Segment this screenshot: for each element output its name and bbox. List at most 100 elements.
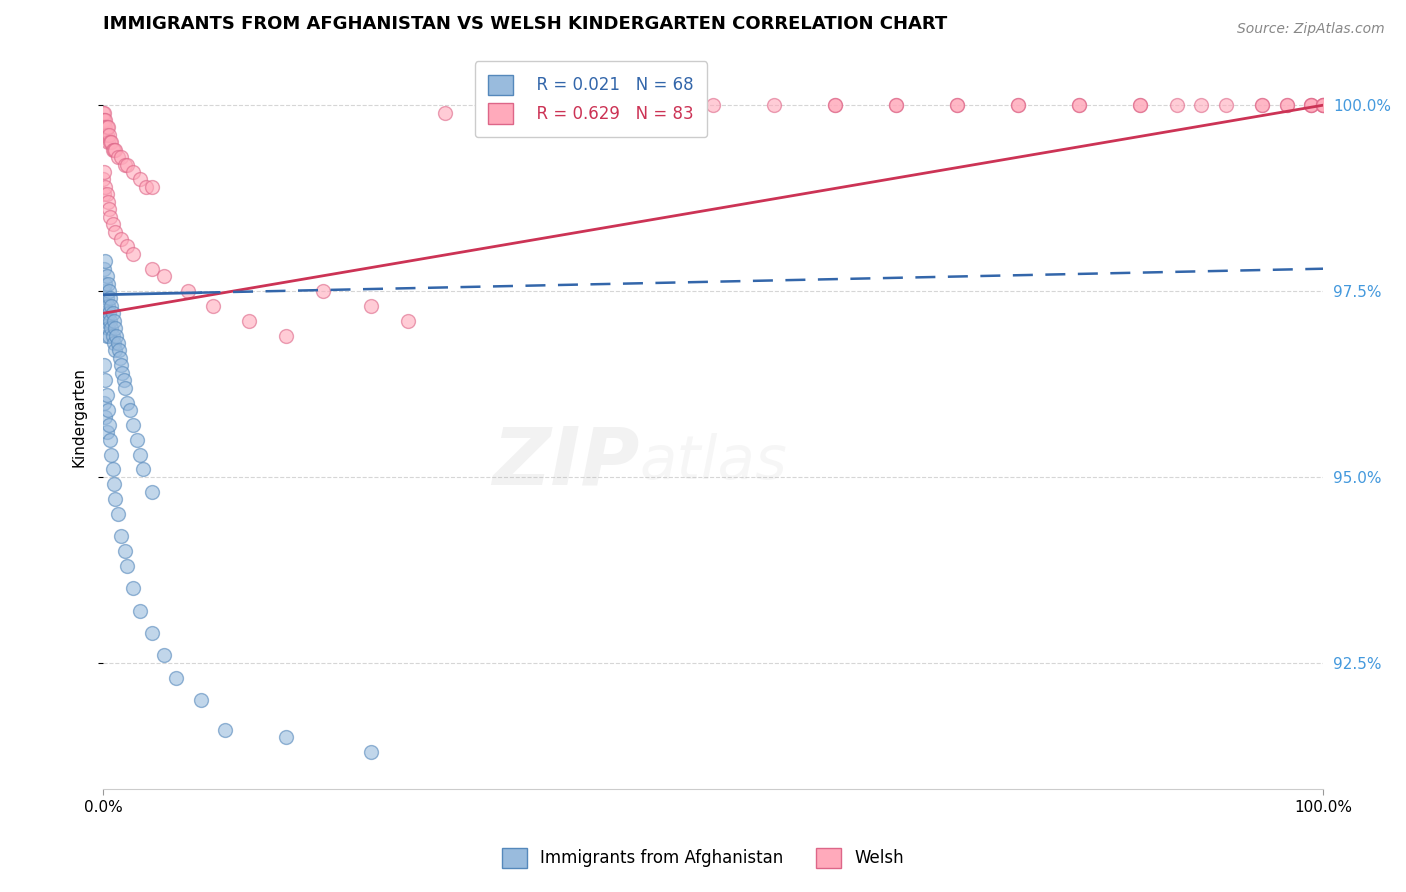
Point (93, 359, 115, 373)
Point (110, 359, 132, 373)
Point (97, 120, 120, 135)
Point (114, 544, 136, 558)
Point (93, 395, 115, 409)
Point (93, 105, 115, 120)
Point (177, 284, 200, 298)
Point (122, 417, 145, 432)
Point (1312, 98, 1334, 112)
Point (946, 98, 969, 112)
Point (94, 373, 117, 387)
Point (104, 225, 127, 239)
Point (100, 321, 122, 335)
Point (1312, 98, 1334, 112)
Point (107, 507, 129, 521)
Point (824, 98, 846, 112)
Point (141, 484, 163, 499)
Point (91, 120, 114, 135)
Point (1129, 98, 1152, 112)
Point (122, 582, 145, 596)
Point (100, 299, 122, 313)
Point (1275, 98, 1298, 112)
Point (98, 433, 121, 447)
Point (433, 105, 456, 120)
Point (141, 180, 163, 194)
Point (1251, 98, 1274, 112)
Point (1069, 98, 1091, 112)
Legend:   R = 0.021   N = 68,   R = 0.629   N = 83: R = 0.021 N = 68, R = 0.629 N = 83 (475, 62, 707, 137)
Point (103, 336, 125, 351)
Point (1275, 98, 1298, 112)
Point (107, 336, 129, 351)
Point (104, 321, 127, 335)
Point (91, 113, 114, 128)
Point (108, 351, 131, 365)
Point (132, 462, 155, 476)
Point (1251, 98, 1274, 112)
Point (97, 194, 120, 209)
Point (96, 425, 118, 440)
Point (96, 128, 118, 142)
Point (94, 254, 117, 268)
Point (110, 529, 132, 543)
Point (98, 202, 121, 217)
Point (1189, 98, 1212, 112)
Point (114, 158, 136, 172)
Point (141, 261, 163, 276)
Point (103, 314, 125, 328)
Text: atlas: atlas (640, 433, 787, 491)
Point (94, 277, 117, 291)
Point (94, 180, 117, 194)
Point (100, 136, 122, 150)
Point (112, 373, 135, 387)
Point (824, 98, 846, 112)
Point (93, 120, 115, 135)
Point (884, 98, 907, 112)
Point (98, 314, 121, 328)
Point (94, 299, 117, 313)
Point (101, 328, 124, 343)
Point (1215, 98, 1237, 112)
Point (884, 98, 907, 112)
Point (93, 128, 115, 142)
Point (1129, 98, 1152, 112)
Point (1007, 98, 1029, 112)
Point (91, 105, 114, 120)
Point (763, 98, 786, 112)
Text: IMMIGRANTS FROM AFGHANISTAN VS WELSH KINDERGARTEN CORRELATION CHART: IMMIGRANTS FROM AFGHANISTAN VS WELSH KIN… (103, 15, 948, 33)
Legend: Immigrants from Afghanistan, Welsh: Immigrants from Afghanistan, Welsh (495, 841, 911, 875)
Point (98, 328, 121, 343)
Point (311, 284, 333, 298)
Point (101, 217, 124, 231)
Point (94, 410, 117, 425)
Point (122, 165, 145, 179)
Point (702, 98, 724, 112)
Point (101, 306, 124, 320)
Point (153, 269, 176, 284)
Point (274, 328, 297, 343)
Point (91, 172, 114, 186)
Point (128, 604, 150, 618)
Point (98, 417, 121, 432)
Point (96, 388, 118, 402)
Point (238, 314, 260, 328)
Point (93, 165, 115, 179)
Point (165, 671, 187, 685)
Point (104, 492, 127, 507)
Point (97, 403, 120, 417)
Point (96, 269, 118, 284)
Point (98, 284, 121, 298)
Point (1166, 98, 1188, 112)
Point (93, 261, 115, 276)
Text: ZIP: ZIP (492, 423, 640, 501)
Point (1312, 98, 1334, 112)
Point (519, 98, 541, 112)
Point (96, 292, 118, 306)
Point (1299, 98, 1322, 112)
Point (153, 648, 176, 663)
Point (97, 136, 120, 150)
Point (93, 306, 115, 320)
Point (97, 321, 120, 335)
Point (141, 626, 163, 640)
Point (107, 343, 129, 358)
Point (94, 314, 117, 328)
